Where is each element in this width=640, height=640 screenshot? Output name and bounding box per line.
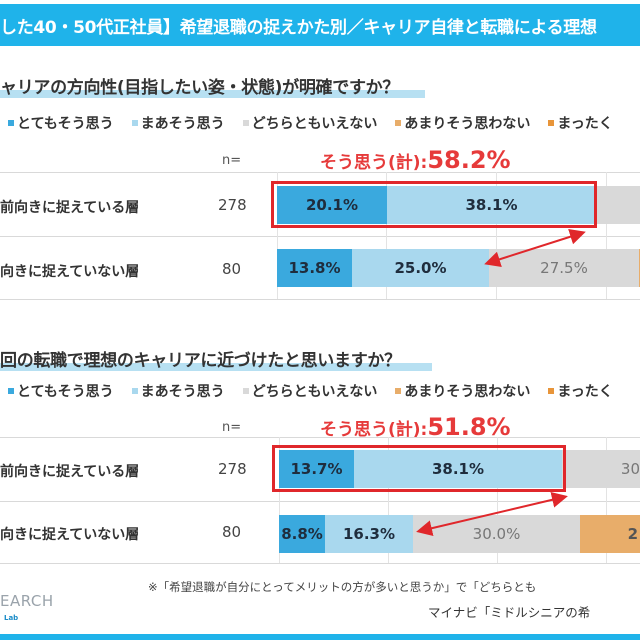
- legend-item-disagree: あまりそう思わない: [395, 113, 530, 133]
- legend-swatch: [131, 120, 138, 126]
- legend-swatch: [548, 120, 555, 126]
- legend-item-very-agree: とてもそう思う: [8, 113, 114, 133]
- row-n: 278: [218, 460, 247, 478]
- title-banner: [0, 4, 640, 46]
- legend-item-strongly-disagree: まったく: [548, 113, 613, 133]
- row-n: 278: [218, 196, 247, 214]
- n-header: n=: [222, 153, 242, 168]
- row-label: 前向きに捉えている層: [0, 200, 140, 216]
- segment-agree: 16.3%: [325, 515, 413, 553]
- chart2-legend: とてもそう思う まあそう思う どちらともいえない あまりそう思わない まったく: [8, 381, 631, 401]
- legend-swatch: [8, 388, 14, 394]
- legend-item-disagree: あまりそう思わない: [395, 381, 530, 401]
- row-label: 向きに捉えていない層: [0, 527, 140, 543]
- row-divider: [0, 437, 640, 438]
- comparison-arrow-icon: [484, 229, 586, 267]
- gridline-20: [388, 437, 389, 563]
- segment-very-agree: 20.1%: [277, 186, 387, 224]
- n-header: n=: [222, 420, 242, 435]
- bottom-banner: [0, 634, 640, 640]
- legend-swatch: [242, 120, 249, 126]
- segment-neutral: 30: [562, 450, 640, 488]
- legend-item-agree: まあそう思う: [131, 381, 225, 401]
- row-divider: [0, 236, 640, 237]
- legend-swatch: [548, 388, 555, 394]
- gridline-60: [606, 172, 607, 299]
- row-n: 80: [222, 523, 242, 541]
- segment-very-agree: 13.7%: [279, 450, 354, 488]
- logo-sub: Lab: [4, 614, 19, 622]
- row-label: 前向きに捉えている層: [0, 464, 140, 480]
- chart1-question: ャリアの方向性(目指したい姿・状態)が明確ですか？: [0, 78, 400, 98]
- comparison-arrow-icon: [416, 492, 568, 536]
- segment-disagree: 2: [580, 515, 640, 553]
- row-divider: [0, 501, 640, 502]
- gridline-60: [606, 437, 607, 563]
- legend-swatch: [395, 388, 402, 394]
- chart1-legend: とてもそう思う まあそう思う どちらともいえない あまりそう思わない まったく: [8, 113, 631, 133]
- row-divider: [0, 172, 640, 173]
- gridline-0: [277, 172, 278, 299]
- legend-swatch: [242, 388, 249, 394]
- legend-swatch: [8, 120, 14, 126]
- legend-item-very-agree: とてもそう思う: [8, 381, 114, 401]
- gridline-20: [386, 172, 387, 299]
- legend-item-agree: まあそう思う: [131, 113, 225, 133]
- legend-swatch: [395, 120, 402, 126]
- row-divider: [0, 563, 640, 564]
- legend-item-neutral: どちらともいえない: [242, 113, 377, 133]
- row-divider: [0, 299, 640, 300]
- legend-item-neutral: どちらともいえない: [242, 381, 377, 401]
- page-title: した40・50代正社員】希望退職の捉えかた別／キャリア自律と転職による理想: [0, 18, 597, 38]
- row-n: 80: [222, 260, 242, 278]
- gridline-0: [279, 437, 280, 563]
- segment-agree: 38.1%: [387, 186, 596, 224]
- chart1-agree-total: そう思う(計):58.2%: [320, 146, 511, 174]
- logo: EARCH: [0, 592, 54, 610]
- stacked-bar: 13.7% 38.1% 30: [279, 450, 640, 488]
- question-underline: [0, 363, 432, 371]
- stacked-bar: 20.1% 38.1%: [277, 186, 640, 224]
- highlight-box: [272, 445, 566, 492]
- segment-neutral: [596, 186, 640, 224]
- segment-agree: 38.1%: [354, 450, 562, 488]
- segment-very-agree: 8.8%: [279, 515, 325, 553]
- legend-item-strongly-disagree: まったく: [548, 381, 613, 401]
- segment-very-agree: 13.8%: [277, 249, 352, 287]
- question-underline: [0, 90, 425, 98]
- segment-agree: 25.0%: [352, 249, 489, 287]
- chart2-question: 回の転職で理想のキャリアに近づけたと思いますか？: [0, 351, 401, 371]
- row-label: 向きに捉えていない層: [0, 264, 140, 280]
- footnote: ※「希望退職が自分にとってメリットの方が多いと思うか」で「どちらとも: [148, 580, 537, 594]
- legend-swatch: [131, 388, 138, 394]
- chart2-agree-total: そう思う(計):51.8%: [320, 413, 511, 441]
- source-credit: マイナビ「ミドルシニアの希: [428, 605, 591, 620]
- highlight-box: [271, 181, 597, 228]
